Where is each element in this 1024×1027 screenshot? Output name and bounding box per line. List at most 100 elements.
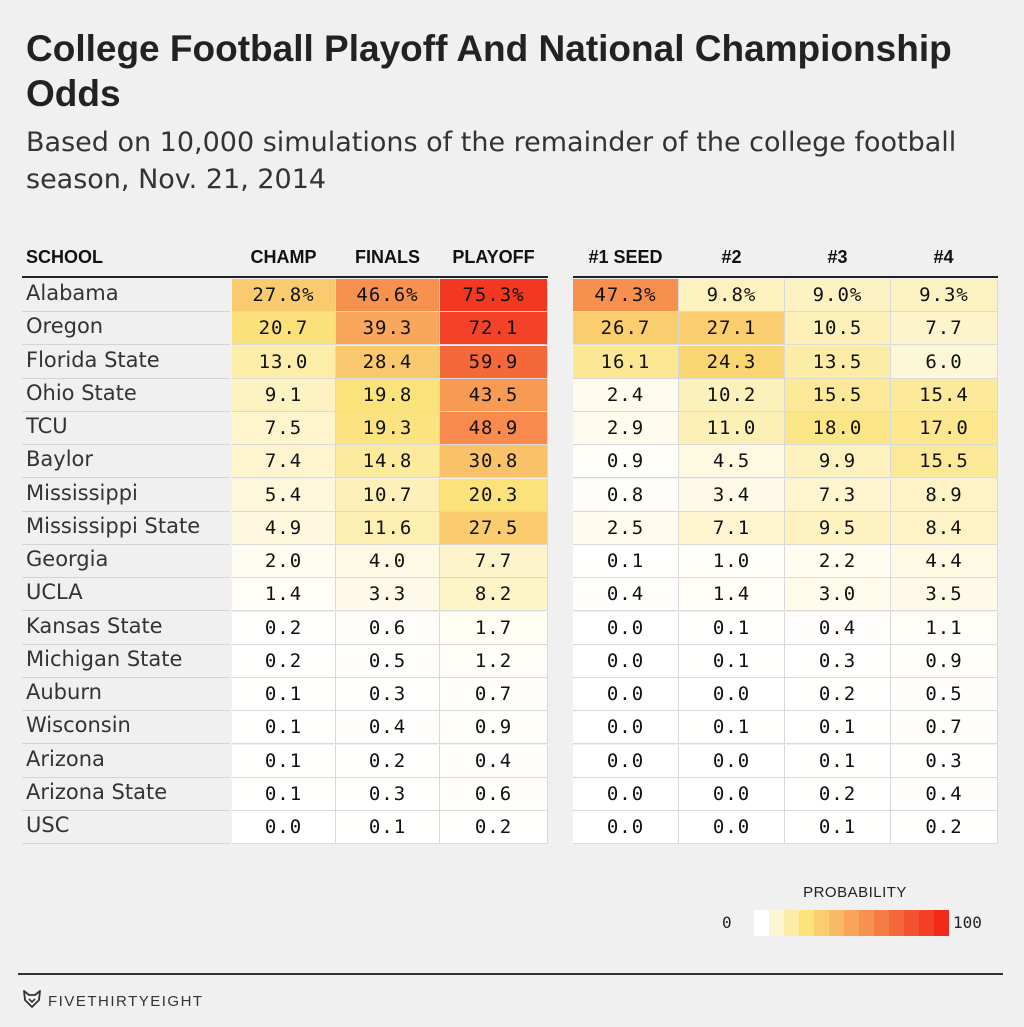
school-name: Mississippi bbox=[26, 480, 138, 505]
chart-title: College Football Playoff And National Ch… bbox=[26, 28, 952, 114]
table-cell: 10.2 bbox=[679, 378, 785, 412]
table-cell: 27.8% bbox=[232, 279, 336, 312]
table-cell: 0.2 bbox=[785, 777, 891, 811]
table-cell: 47.3% bbox=[573, 279, 679, 312]
table-cell: 16.1 bbox=[573, 345, 679, 379]
table-cell: 5.4 bbox=[232, 478, 336, 512]
school-name: Baylor bbox=[26, 447, 94, 472]
table-cell: 0.2 bbox=[785, 678, 891, 711]
table-cell: 11.6 bbox=[336, 511, 440, 545]
table-cell: 72.1 bbox=[440, 312, 548, 346]
table-cell: 3.3 bbox=[336, 578, 440, 612]
school-name: Ohio State bbox=[26, 380, 137, 405]
table-cell: 9.5 bbox=[785, 511, 891, 545]
table-cell: 27.1 bbox=[679, 312, 785, 346]
table-cell: 18.0 bbox=[785, 412, 891, 445]
table-cell: 0.2 bbox=[440, 811, 548, 844]
table-cell: 20.7 bbox=[232, 312, 336, 346]
table-cell: 0.2 bbox=[232, 611, 336, 645]
school-name: UCLA bbox=[26, 580, 83, 605]
table-cell: 0.1 bbox=[679, 611, 785, 645]
table-cell: 0.0 bbox=[573, 744, 679, 778]
table-row-school: Arizona State bbox=[22, 777, 230, 811]
table-cell: 1.2 bbox=[440, 644, 548, 678]
table-cell: 0.1 bbox=[336, 811, 440, 844]
legend-swatch bbox=[799, 910, 814, 936]
footer-rule bbox=[18, 973, 1003, 975]
table-cell: 8.2 bbox=[440, 578, 548, 612]
table-cell: 1.0 bbox=[679, 545, 785, 578]
table-cell: 10.5 bbox=[785, 312, 891, 346]
legend-swatch bbox=[754, 910, 769, 936]
legend-title: PROBABILITY bbox=[803, 884, 907, 901]
table-cell: 1.4 bbox=[232, 578, 336, 612]
table-row-school: Alabama bbox=[22, 279, 230, 312]
legend-swatch bbox=[844, 910, 859, 936]
header-finals: FINALS bbox=[355, 247, 420, 267]
table-cell: 0.8 bbox=[573, 478, 679, 512]
table-cell: 24.3 bbox=[679, 345, 785, 379]
table-cell: 17.0 bbox=[891, 412, 998, 445]
table-cell: 0.1 bbox=[785, 744, 891, 778]
school-name: Oregon bbox=[26, 314, 104, 339]
table-cell: 0.0 bbox=[679, 678, 785, 711]
table-cell: 0.1 bbox=[232, 777, 336, 811]
table-cell: 15.5 bbox=[785, 378, 891, 412]
header-champ: CHAMP bbox=[250, 247, 317, 267]
table-cell: 20.3 bbox=[440, 478, 548, 512]
table-cell: 0.0 bbox=[573, 644, 679, 678]
table-cell: 7.5 bbox=[232, 412, 336, 445]
table-cell: 7.7 bbox=[891, 312, 998, 346]
table-cell: 0.4 bbox=[336, 711, 440, 745]
table-cell: 0.4 bbox=[573, 578, 679, 612]
table-cell: 2.2 bbox=[785, 545, 891, 578]
table-row-school: Michigan State bbox=[22, 644, 230, 678]
table-cell: 4.0 bbox=[336, 545, 440, 578]
table-row-school: Kansas State bbox=[22, 611, 230, 645]
table-cell: 0.0 bbox=[573, 811, 679, 844]
table-row-school: Oregon bbox=[22, 312, 230, 346]
table-cell: 0.0 bbox=[679, 811, 785, 844]
table-cell: 7.3 bbox=[785, 478, 891, 512]
table-cell: 0.7 bbox=[440, 678, 548, 711]
legend-swatch bbox=[814, 910, 829, 936]
table-cell: 19.8 bbox=[336, 378, 440, 412]
school-name: Georgia bbox=[26, 547, 109, 571]
table-cell: 28.4 bbox=[336, 345, 440, 379]
school-name: Arizona State bbox=[26, 779, 168, 804]
fox-logo-icon bbox=[22, 989, 42, 1013]
header-seed-4: #4 bbox=[933, 247, 954, 267]
table-cell: 2.4 bbox=[573, 378, 679, 412]
table-cell: 0.1 bbox=[785, 811, 891, 844]
table-cell: 10.7 bbox=[336, 478, 440, 512]
table-cell: 0.0 bbox=[573, 611, 679, 645]
table-cell: 0.0 bbox=[679, 744, 785, 778]
table-cell: 0.4 bbox=[440, 744, 548, 778]
table-cell: 0.3 bbox=[336, 777, 440, 811]
school-name: Mississippi State bbox=[26, 513, 201, 538]
legend-swatch bbox=[934, 910, 949, 936]
table-row-school: Florida State bbox=[22, 345, 230, 379]
table-cell: 3.4 bbox=[679, 478, 785, 512]
table-cell: 8.9 bbox=[891, 478, 998, 512]
table-cell: 0.0 bbox=[232, 811, 336, 844]
table-cell: 0.9 bbox=[440, 711, 548, 745]
header-seed-2: #2 bbox=[721, 247, 742, 267]
table-cell: 3.5 bbox=[891, 578, 998, 612]
table-cell: 0.3 bbox=[891, 744, 998, 778]
legend-min-label: 0 bbox=[722, 913, 732, 932]
table-cell: 2.0 bbox=[232, 545, 336, 578]
table-cell: 0.9 bbox=[573, 445, 679, 479]
school-name: Arizona bbox=[26, 746, 105, 771]
table-cell: 75.3% bbox=[440, 279, 548, 312]
table-cell: 0.0 bbox=[573, 678, 679, 711]
table-cell: 11.0 bbox=[679, 412, 785, 445]
school-name: USC bbox=[26, 813, 70, 837]
table-cell: 0.4 bbox=[891, 777, 998, 811]
table-cell: 0.6 bbox=[336, 611, 440, 645]
table-row-school: UCLA bbox=[22, 578, 230, 612]
table-cell: 1.4 bbox=[679, 578, 785, 612]
table-cell: 2.5 bbox=[573, 511, 679, 545]
table-cell: 0.6 bbox=[440, 777, 548, 811]
footer-logo: FIVETHIRTYEIGHT bbox=[22, 989, 204, 1013]
